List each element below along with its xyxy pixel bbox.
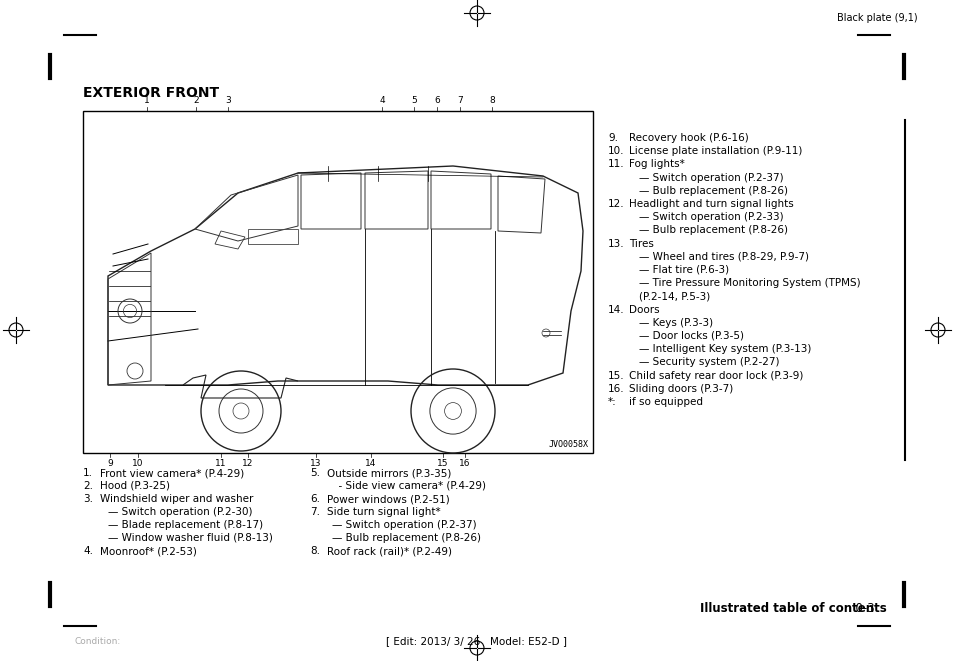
Text: 9: 9 [107, 459, 112, 468]
Text: 1: 1 [144, 96, 150, 105]
Text: 15.: 15. [607, 371, 624, 381]
Text: 9.: 9. [607, 133, 618, 143]
Text: — Switch operation (P.2-33): — Switch operation (P.2-33) [639, 212, 782, 222]
Text: 5: 5 [411, 96, 416, 105]
Text: 3.: 3. [83, 494, 92, 504]
Text: 7.: 7. [310, 507, 319, 517]
Bar [83, 111, 593, 453]
Text: — Keys (P.3-3): — Keys (P.3-3) [639, 318, 713, 328]
Text: Moonroof* (P.2-53): Moonroof* (P.2-53) [100, 546, 196, 556]
Text: 10.: 10. [607, 146, 624, 156]
Text: — Wheel and tires (P.8-29, P.9-7): — Wheel and tires (P.8-29, P.9-7) [639, 252, 808, 262]
Text: — Switch operation (P.2-30): — Switch operation (P.2-30) [108, 507, 253, 517]
Text: — Bulb replacement (P.8-26): — Bulb replacement (P.8-26) [332, 533, 480, 543]
Text: Doors: Doors [628, 305, 659, 315]
Text: — Tire Pressure Monitoring System (TPMS): — Tire Pressure Monitoring System (TPMS) [639, 278, 860, 288]
Text: 2.: 2. [83, 481, 92, 491]
Text: 6.: 6. [310, 494, 319, 504]
Text: — Intelligent Key system (P.3-13): — Intelligent Key system (P.3-13) [639, 344, 810, 354]
Text: — Security system (P.2-27): — Security system (P.2-27) [639, 358, 779, 368]
Text: Recovery hook (P.6-16): Recovery hook (P.6-16) [628, 133, 748, 143]
Text: Power windows (P.2-51): Power windows (P.2-51) [327, 494, 449, 504]
Text: 1.: 1. [83, 468, 92, 478]
Text: — Bulb replacement (P.8-26): — Bulb replacement (P.8-26) [639, 186, 787, 196]
Text: Side turn signal light*: Side turn signal light* [327, 507, 440, 517]
Text: 16: 16 [458, 459, 470, 468]
Text: 4: 4 [378, 96, 384, 105]
Text: EXTERIOR FRONT: EXTERIOR FRONT [83, 86, 219, 100]
Text: 15: 15 [436, 459, 448, 468]
Text: 14.: 14. [607, 305, 624, 315]
Text: 7: 7 [456, 96, 462, 105]
Text: 11: 11 [215, 459, 227, 468]
Text: Front view camera* (P.4-29): Front view camera* (P.4-29) [100, 468, 244, 478]
Text: Fog lights*: Fog lights* [628, 159, 684, 169]
Text: — Switch operation (P.2-37): — Switch operation (P.2-37) [332, 520, 476, 530]
Text: 8.: 8. [310, 546, 319, 556]
Text: Black plate (9,1): Black plate (9,1) [836, 13, 917, 23]
Text: *:: *: [607, 397, 616, 407]
Text: Roof rack (rail)* (P.2-49): Roof rack (rail)* (P.2-49) [327, 546, 452, 556]
Text: Outside mirrors (P.3-35): Outside mirrors (P.3-35) [327, 468, 451, 478]
Text: License plate installation (P.9-11): License plate installation (P.9-11) [628, 146, 801, 156]
Text: 8: 8 [489, 96, 495, 105]
Text: — Flat tire (P.6-3): — Flat tire (P.6-3) [639, 265, 728, 275]
Text: 2: 2 [193, 96, 198, 105]
Text: 3: 3 [225, 96, 231, 105]
Text: JVO0058X: JVO0058X [548, 440, 588, 449]
Text: Tires: Tires [628, 239, 653, 249]
Text: — Switch operation (P.2-37): — Switch operation (P.2-37) [639, 173, 782, 182]
Text: Windshield wiper and washer: Windshield wiper and washer [100, 494, 253, 504]
Text: Child safety rear door lock (P.3-9): Child safety rear door lock (P.3-9) [628, 371, 802, 381]
Text: 12: 12 [242, 459, 253, 468]
Text: Sliding doors (P.3-7): Sliding doors (P.3-7) [628, 384, 733, 394]
Text: 0-3: 0-3 [847, 602, 874, 615]
Text: Condition:: Condition: [75, 637, 121, 646]
Text: 10: 10 [132, 459, 144, 468]
Text: - Side view camera* (P.4-29): - Side view camera* (P.4-29) [332, 481, 485, 491]
Text: Illustrated table of contents: Illustrated table of contents [700, 602, 886, 615]
Text: 4.: 4. [83, 546, 92, 556]
Text: Hood (P.3-25): Hood (P.3-25) [100, 481, 170, 491]
Text: — Blade replacement (P.8-17): — Blade replacement (P.8-17) [108, 520, 263, 530]
Text: 11.: 11. [607, 159, 624, 169]
Text: 16.: 16. [607, 384, 624, 394]
Text: if so equipped: if so equipped [628, 397, 702, 407]
Text: 12.: 12. [607, 199, 624, 209]
Text: 5.: 5. [310, 468, 319, 478]
Text: [ Edit: 2013/ 3/ 26   Model: E52-D ]: [ Edit: 2013/ 3/ 26 Model: E52-D ] [386, 636, 567, 646]
Text: 6: 6 [434, 96, 439, 105]
Text: (P.2-14, P.5-3): (P.2-14, P.5-3) [639, 292, 709, 301]
Text: 14: 14 [365, 459, 376, 468]
Text: 13.: 13. [607, 239, 624, 249]
Text: — Bulb replacement (P.8-26): — Bulb replacement (P.8-26) [639, 225, 787, 235]
Text: — Window washer fluid (P.8-13): — Window washer fluid (P.8-13) [108, 533, 273, 543]
Text: — Door locks (P.3-5): — Door locks (P.3-5) [639, 331, 743, 341]
Text: Headlight and turn signal lights: Headlight and turn signal lights [628, 199, 793, 209]
Text: 13: 13 [310, 459, 321, 468]
